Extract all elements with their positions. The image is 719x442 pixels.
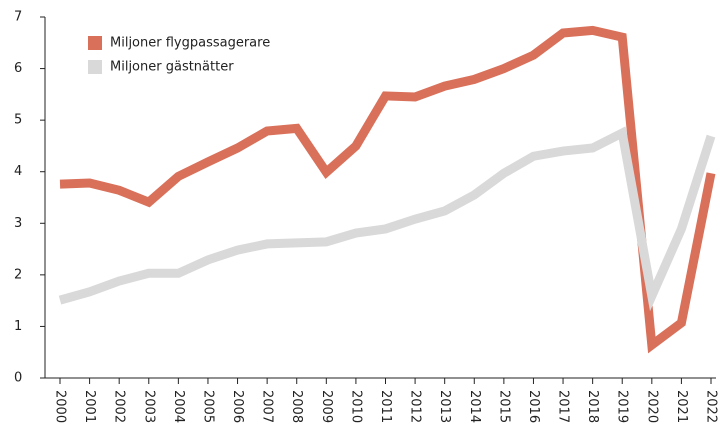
x-tick-label: 2007 <box>260 390 275 423</box>
x-tick-label: 2006 <box>230 390 245 423</box>
y-tick-label: 5 <box>14 113 22 128</box>
x-tick-label: 2009 <box>319 390 334 423</box>
x-tick-label: 2003 <box>141 390 156 423</box>
x-tick-label: 2010 <box>348 390 363 423</box>
x-tick-label: 2015 <box>496 390 511 423</box>
x-tick-label: 2016 <box>526 390 541 423</box>
legend-label: Miljoner gästnätter <box>110 60 234 75</box>
x-tick-label: 2004 <box>171 390 186 423</box>
legend-label: Miljoner flygpassagerare <box>110 36 270 51</box>
x-tick-label: 2002 <box>112 390 127 423</box>
legend-swatch <box>88 36 102 50</box>
x-tick-label: 2001 <box>82 390 97 423</box>
x-tick-label: 2014 <box>467 390 482 423</box>
x-tick-label: 2017 <box>556 390 571 423</box>
x-tick-label: 2008 <box>289 390 304 423</box>
x-tick-label: 2022 <box>704 390 719 423</box>
x-tick-label: 2019 <box>615 390 630 423</box>
series-line <box>59 25 716 354</box>
x-tick-label: 2011 <box>378 390 393 423</box>
y-tick-label: 3 <box>14 216 22 231</box>
y-tick-label: 1 <box>14 319 22 334</box>
x-tick-label: 2018 <box>585 390 600 423</box>
y-tick-label: 6 <box>14 61 22 76</box>
x-tick-label: 2013 <box>437 390 452 423</box>
legend-swatch <box>88 60 102 74</box>
y-tick-label: 4 <box>14 164 22 179</box>
x-tick-label: 2012 <box>408 390 423 423</box>
y-tick-label: 0 <box>14 371 22 386</box>
x-tick-label: 2020 <box>644 390 659 423</box>
y-tick-label: 2 <box>14 267 22 282</box>
x-tick-label: 2005 <box>200 390 215 423</box>
y-tick-label: 7 <box>14 10 22 25</box>
x-tick-label: 2000 <box>53 390 68 423</box>
series-line <box>58 126 716 312</box>
x-tick-label: 2021 <box>674 390 689 423</box>
